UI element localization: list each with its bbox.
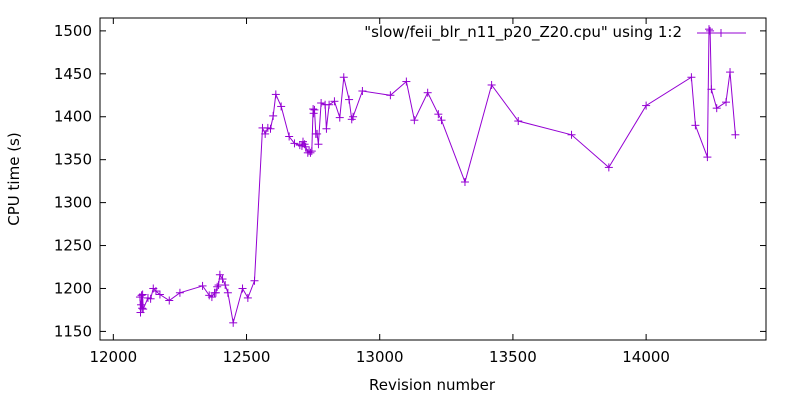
- data-point: [358, 86, 367, 95]
- data-point: [261, 129, 270, 138]
- y-tick-label: 1400: [54, 108, 92, 126]
- x-tick-label: 12000: [89, 348, 137, 366]
- x-tick-label: 13500: [489, 348, 537, 366]
- data-point: [138, 290, 147, 299]
- legend-point-marker: [717, 29, 725, 37]
- data-point: [691, 121, 700, 130]
- data-point: [250, 276, 259, 285]
- data-point: [314, 140, 323, 149]
- data-point: [731, 130, 740, 139]
- data-point: [229, 318, 238, 327]
- data-point: [322, 124, 331, 133]
- data-point: [349, 112, 358, 121]
- data-point: [301, 142, 310, 151]
- data-point: [402, 77, 411, 86]
- data-point: [215, 270, 224, 279]
- x-tick-label: 14000: [622, 348, 670, 366]
- data-point: [271, 90, 280, 99]
- data-point: [604, 163, 613, 172]
- data-point: [238, 284, 247, 293]
- data-point: [295, 141, 304, 150]
- y-axis-ticks: 1150 1200 1250 1300 1350 1400 1450 1500: [54, 22, 766, 340]
- data-point: [137, 291, 146, 300]
- y-tick-label: 1200: [54, 279, 92, 297]
- data-point: [386, 91, 395, 100]
- data-point: [138, 304, 147, 313]
- data-point: [139, 305, 148, 314]
- data-point: [514, 117, 523, 126]
- data-point: [345, 95, 354, 104]
- data-point: [460, 178, 469, 187]
- data-point: [266, 124, 275, 133]
- data-point: [285, 132, 294, 141]
- data-point: [165, 296, 174, 305]
- data-point: [151, 287, 160, 296]
- data-point: [155, 290, 164, 299]
- data-point: [243, 293, 252, 302]
- data-point: [687, 73, 696, 82]
- data-point: [146, 294, 155, 303]
- data-point: [423, 88, 432, 97]
- series-line: [139, 27, 736, 323]
- data-point: [309, 105, 318, 114]
- data-point: [306, 148, 315, 157]
- data-point: [307, 147, 316, 156]
- data-point: [277, 102, 286, 111]
- data-point: [313, 129, 322, 138]
- data-point: [175, 288, 184, 297]
- data-point: [325, 100, 334, 109]
- data-point: [218, 275, 227, 284]
- data-point: [213, 282, 222, 291]
- data-point: [703, 153, 712, 162]
- data-point: [487, 80, 496, 89]
- data-point: [310, 105, 319, 114]
- data-point: [707, 85, 716, 94]
- data-point: [198, 281, 207, 290]
- data-point: [706, 26, 715, 35]
- data-point: [704, 25, 713, 34]
- series-points: [135, 25, 740, 327]
- data-point: [207, 293, 216, 302]
- x-axis-label: Revision number: [369, 376, 496, 394]
- data-point: [309, 109, 318, 118]
- x-axis-ticks: 12000 12500 13000 13500 14000: [89, 18, 670, 366]
- y-tick-label: 1450: [54, 65, 92, 83]
- legend: "slow/feii_blr_n11_p20_Z20.cpu" using 1:…: [364, 23, 746, 42]
- x-tick-label: 13000: [356, 348, 404, 366]
- data-point: [137, 300, 146, 309]
- data-point: [269, 111, 278, 120]
- data-point: [437, 116, 446, 125]
- data-point: [223, 288, 232, 297]
- data-point: [567, 130, 576, 139]
- y-tick-label: 1350: [54, 151, 92, 169]
- data-point: [317, 99, 326, 108]
- y-tick-label: 1150: [54, 322, 92, 340]
- data-point: [410, 116, 419, 125]
- data-point: [339, 73, 348, 82]
- data-point: [290, 139, 299, 148]
- y-tick-label: 1250: [54, 237, 92, 255]
- data-point: [221, 281, 230, 290]
- y-tick-label: 1500: [54, 22, 92, 40]
- data-point: [712, 104, 721, 113]
- plot-frame: [99, 17, 767, 341]
- legend-point: [717, 29, 725, 37]
- data-point: [330, 97, 339, 106]
- data-point: [211, 288, 220, 297]
- data-point: [434, 110, 443, 119]
- x-tick-label: 12500: [223, 348, 271, 366]
- data-point: [335, 113, 344, 122]
- y-tick-label: 1300: [54, 194, 92, 212]
- data-point: [722, 98, 731, 107]
- data-point: [642, 101, 651, 110]
- data-point: [726, 68, 735, 77]
- y-axis-label: CPU time (s): [5, 132, 23, 225]
- legend-label: "slow/feii_blr_n11_p20_Z20.cpu" using 1:…: [364, 23, 682, 42]
